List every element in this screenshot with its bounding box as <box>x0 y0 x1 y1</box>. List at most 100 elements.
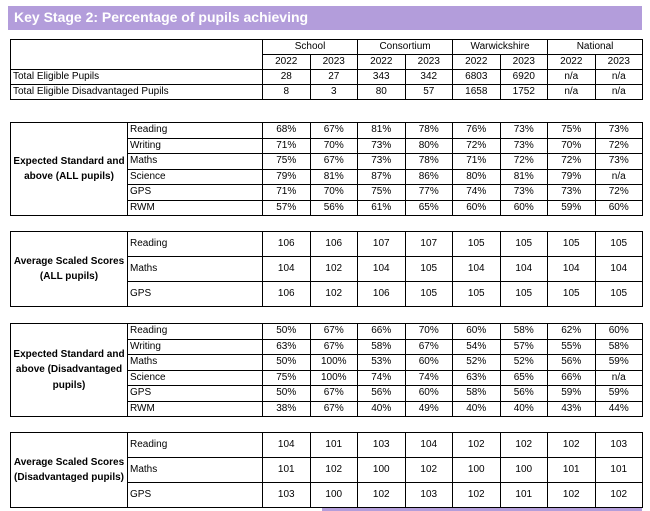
group-header: Warwickshire <box>452 39 549 55</box>
value-cell: 58% <box>452 385 501 402</box>
value-cell: 67% <box>404 338 453 355</box>
value-cell: 6803 <box>452 69 501 85</box>
value-cell: 103 <box>404 482 453 508</box>
table-row: GPS 50% 67% 56% 60% 58% 56% 59% 59% <box>11 385 643 402</box>
value-cell: 70% <box>404 323 453 340</box>
value-cell: 80 <box>357 84 406 100</box>
value-cell: 60% <box>452 323 501 340</box>
value-cell: 63% <box>452 369 501 386</box>
value-cell: 105 <box>499 231 548 257</box>
value-cell: 102 <box>594 482 643 508</box>
value-cell: 107 <box>357 231 406 257</box>
value-cell: 8 <box>262 84 311 100</box>
expected-standard-all-table: Expected Standard and above (ALL pupils)… <box>10 122 643 216</box>
value-cell: 50% <box>262 385 311 402</box>
value-cell: 105 <box>499 281 548 307</box>
table-row: Maths 75% 67% 73% 78% 71% 72% 72% 73% <box>11 153 643 170</box>
value-cell: 73% <box>357 137 406 154</box>
value-cell: 73% <box>499 137 548 154</box>
value-cell: 73% <box>499 184 548 201</box>
value-cell: 65% <box>404 199 453 216</box>
value-cell: 102 <box>309 457 358 483</box>
value-cell: 107 <box>404 231 453 257</box>
value-cell: 104 <box>547 256 596 282</box>
value-cell: 70% <box>309 137 358 154</box>
value-cell: 100 <box>452 457 501 483</box>
value-cell: 72% <box>547 153 596 170</box>
value-cell: 73% <box>357 153 406 170</box>
subject-label: Science <box>127 168 263 185</box>
value-cell: 28 <box>262 69 311 85</box>
value-cell: 105 <box>594 281 643 307</box>
value-cell: 71% <box>262 184 311 201</box>
footer-bar <box>322 508 642 511</box>
value-cell: n/a <box>594 369 643 386</box>
title-banner: Key Stage 2: Percentage of pupils achiev… <box>8 6 642 30</box>
value-cell: 59% <box>594 385 643 402</box>
table-row: GPS 106 102 106 105 105 105 105 105 <box>11 281 643 307</box>
value-cell: 102 <box>452 482 501 508</box>
value-cell: 70% <box>547 137 596 154</box>
row-label: Total Eligible Pupils <box>10 69 263 85</box>
value-cell: 60% <box>594 199 643 216</box>
value-cell: 60% <box>404 354 453 371</box>
value-cell: 6920 <box>499 69 549 85</box>
value-cell: 103 <box>357 432 406 458</box>
value-cell: 105 <box>452 231 501 257</box>
section-group-label: Expected Standard and above (ALL pupils) <box>10 122 128 216</box>
value-cell: 102 <box>309 256 358 282</box>
value-cell: 101 <box>594 457 643 483</box>
value-cell: 104 <box>357 256 406 282</box>
table-row: Writing 71% 70% 73% 80% 72% 73% 70% 72% <box>11 137 643 154</box>
value-cell: 72% <box>594 184 643 201</box>
year-header: 2022 <box>452 54 501 70</box>
value-cell: 52% <box>499 354 548 371</box>
value-cell: 79% <box>262 168 311 185</box>
value-cell: 81% <box>499 168 548 185</box>
value-cell: 72% <box>499 153 548 170</box>
value-cell: 50% <box>262 354 311 371</box>
value-cell: 60% <box>594 323 643 340</box>
subject-label: Reading <box>127 432 263 458</box>
value-cell: 58% <box>499 323 548 340</box>
value-cell: 50% <box>262 323 311 340</box>
value-cell: 105 <box>594 231 643 257</box>
average-scores-disadvantaged-table: Average Scaled Scores (Disadvantaged pup… <box>10 432 643 508</box>
value-cell: 104 <box>404 432 453 458</box>
value-cell: 343 <box>357 69 406 85</box>
subject-label: Reading <box>127 122 263 139</box>
year-header: 2022 <box>357 54 406 70</box>
value-cell: 102 <box>309 281 358 307</box>
value-cell: 105 <box>547 281 596 307</box>
value-cell: 75% <box>357 184 406 201</box>
value-cell: 101 <box>499 482 548 508</box>
table-row: Average Scaled Scores (Disadvantaged pup… <box>10 432 643 508</box>
subject-label: Writing <box>127 137 263 154</box>
table-row: Science 79% 81% 87% 86% 80% 81% 79% n/a <box>11 168 643 185</box>
value-cell: 65% <box>499 369 548 386</box>
value-cell: 103 <box>262 482 311 508</box>
table-row: RWM 57% 56% 61% 65% 60% 60% 59% 60% <box>11 199 643 216</box>
value-cell: 40% <box>499 400 548 417</box>
value-cell: 102 <box>499 432 548 458</box>
section-group-label: Expected Standard and above (Disadvantag… <box>10 323 128 417</box>
value-cell: 74% <box>357 369 406 386</box>
value-cell: 58% <box>594 338 643 355</box>
value-cell: 60% <box>499 199 548 216</box>
table-row: Maths 104 102 104 105 104 104 104 104 <box>11 256 643 282</box>
value-cell: 77% <box>404 184 453 201</box>
value-cell: 57% <box>499 338 548 355</box>
value-cell: 73% <box>499 122 548 139</box>
value-cell: n/a <box>594 69 644 85</box>
year-header: 2023 <box>404 54 454 70</box>
value-cell: 40% <box>452 400 501 417</box>
value-cell: 101 <box>309 432 358 458</box>
group-header-row: School Consortium Warwickshire National <box>10 39 644 55</box>
value-cell: 70% <box>309 184 358 201</box>
year-header: 2023 <box>309 54 359 70</box>
eligible-row: Total Eligible Disadvantaged Pupils 8 3 80 5… <box>10 84 644 100</box>
value-cell: 71% <box>262 137 311 154</box>
value-cell: 59% <box>547 385 596 402</box>
value-cell: 59% <box>547 199 596 216</box>
subject-label: RWM <box>127 199 263 216</box>
